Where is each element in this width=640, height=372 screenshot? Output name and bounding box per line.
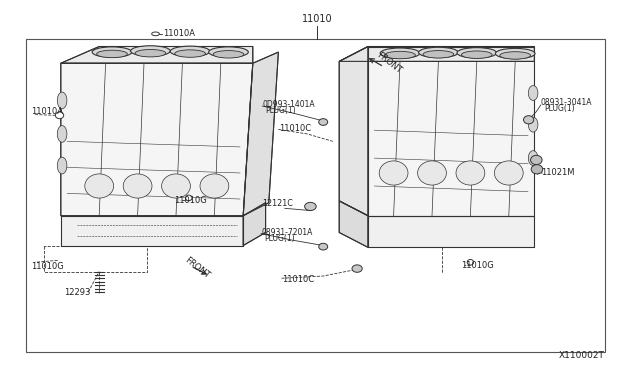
Text: PLUG(1): PLUG(1) bbox=[264, 234, 295, 243]
Ellipse shape bbox=[161, 174, 191, 198]
Ellipse shape bbox=[123, 174, 152, 198]
Text: 0D993-1401A: 0D993-1401A bbox=[262, 100, 315, 109]
Ellipse shape bbox=[531, 164, 543, 174]
Ellipse shape bbox=[200, 174, 229, 198]
Text: 11010: 11010 bbox=[301, 14, 332, 24]
Ellipse shape bbox=[58, 92, 67, 109]
Polygon shape bbox=[61, 46, 253, 63]
Text: FRONT: FRONT bbox=[182, 256, 211, 280]
Ellipse shape bbox=[529, 117, 538, 132]
Ellipse shape bbox=[305, 202, 316, 211]
Polygon shape bbox=[339, 201, 368, 247]
Text: 11010A: 11010A bbox=[163, 29, 195, 38]
Ellipse shape bbox=[209, 47, 248, 57]
Ellipse shape bbox=[418, 161, 447, 185]
Text: 08931-3041A: 08931-3041A bbox=[541, 98, 592, 107]
Polygon shape bbox=[61, 63, 253, 216]
Text: 11010G: 11010G bbox=[461, 262, 493, 270]
Text: 12293: 12293 bbox=[64, 288, 90, 296]
Ellipse shape bbox=[529, 151, 538, 166]
Text: PLUG(1): PLUG(1) bbox=[266, 106, 296, 115]
Ellipse shape bbox=[456, 161, 485, 185]
Ellipse shape bbox=[380, 48, 420, 58]
Polygon shape bbox=[243, 52, 278, 216]
Ellipse shape bbox=[529, 86, 538, 100]
Ellipse shape bbox=[467, 260, 474, 265]
Ellipse shape bbox=[319, 119, 328, 125]
Ellipse shape bbox=[385, 51, 415, 59]
Ellipse shape bbox=[175, 50, 205, 57]
Polygon shape bbox=[368, 46, 534, 216]
Ellipse shape bbox=[500, 52, 531, 59]
Ellipse shape bbox=[58, 157, 67, 174]
Ellipse shape bbox=[457, 48, 497, 58]
Text: FRONT: FRONT bbox=[375, 50, 403, 75]
Text: 11010C: 11010C bbox=[279, 124, 311, 133]
Ellipse shape bbox=[56, 112, 63, 119]
Text: 08931-7201A: 08931-7201A bbox=[261, 228, 312, 237]
Polygon shape bbox=[339, 46, 368, 216]
Polygon shape bbox=[243, 203, 266, 246]
Text: 11010G: 11010G bbox=[174, 196, 207, 205]
Text: 11021M: 11021M bbox=[541, 169, 574, 177]
Text: 11010G: 11010G bbox=[31, 262, 63, 271]
Ellipse shape bbox=[152, 32, 159, 36]
Ellipse shape bbox=[58, 126, 67, 142]
Text: X110002T: X110002T bbox=[559, 351, 605, 360]
Polygon shape bbox=[368, 216, 534, 247]
Ellipse shape bbox=[131, 46, 170, 56]
Ellipse shape bbox=[419, 47, 458, 58]
Ellipse shape bbox=[495, 48, 535, 59]
Ellipse shape bbox=[531, 155, 542, 165]
Ellipse shape bbox=[213, 51, 244, 58]
Ellipse shape bbox=[423, 51, 454, 58]
Text: 11010C: 11010C bbox=[282, 275, 314, 284]
Ellipse shape bbox=[85, 174, 114, 198]
Ellipse shape bbox=[319, 243, 328, 250]
Ellipse shape bbox=[524, 116, 534, 124]
Ellipse shape bbox=[380, 161, 408, 185]
Ellipse shape bbox=[352, 265, 362, 272]
Ellipse shape bbox=[170, 46, 210, 57]
Text: 12121C: 12121C bbox=[262, 199, 293, 208]
Ellipse shape bbox=[135, 49, 166, 57]
Ellipse shape bbox=[186, 195, 192, 201]
Polygon shape bbox=[61, 216, 243, 246]
Ellipse shape bbox=[97, 50, 127, 58]
Ellipse shape bbox=[92, 47, 132, 57]
Ellipse shape bbox=[461, 51, 492, 58]
Ellipse shape bbox=[495, 161, 524, 185]
Text: PLUG(1): PLUG(1) bbox=[544, 105, 575, 113]
Text: 11010A: 11010A bbox=[31, 107, 63, 116]
Polygon shape bbox=[339, 46, 534, 61]
